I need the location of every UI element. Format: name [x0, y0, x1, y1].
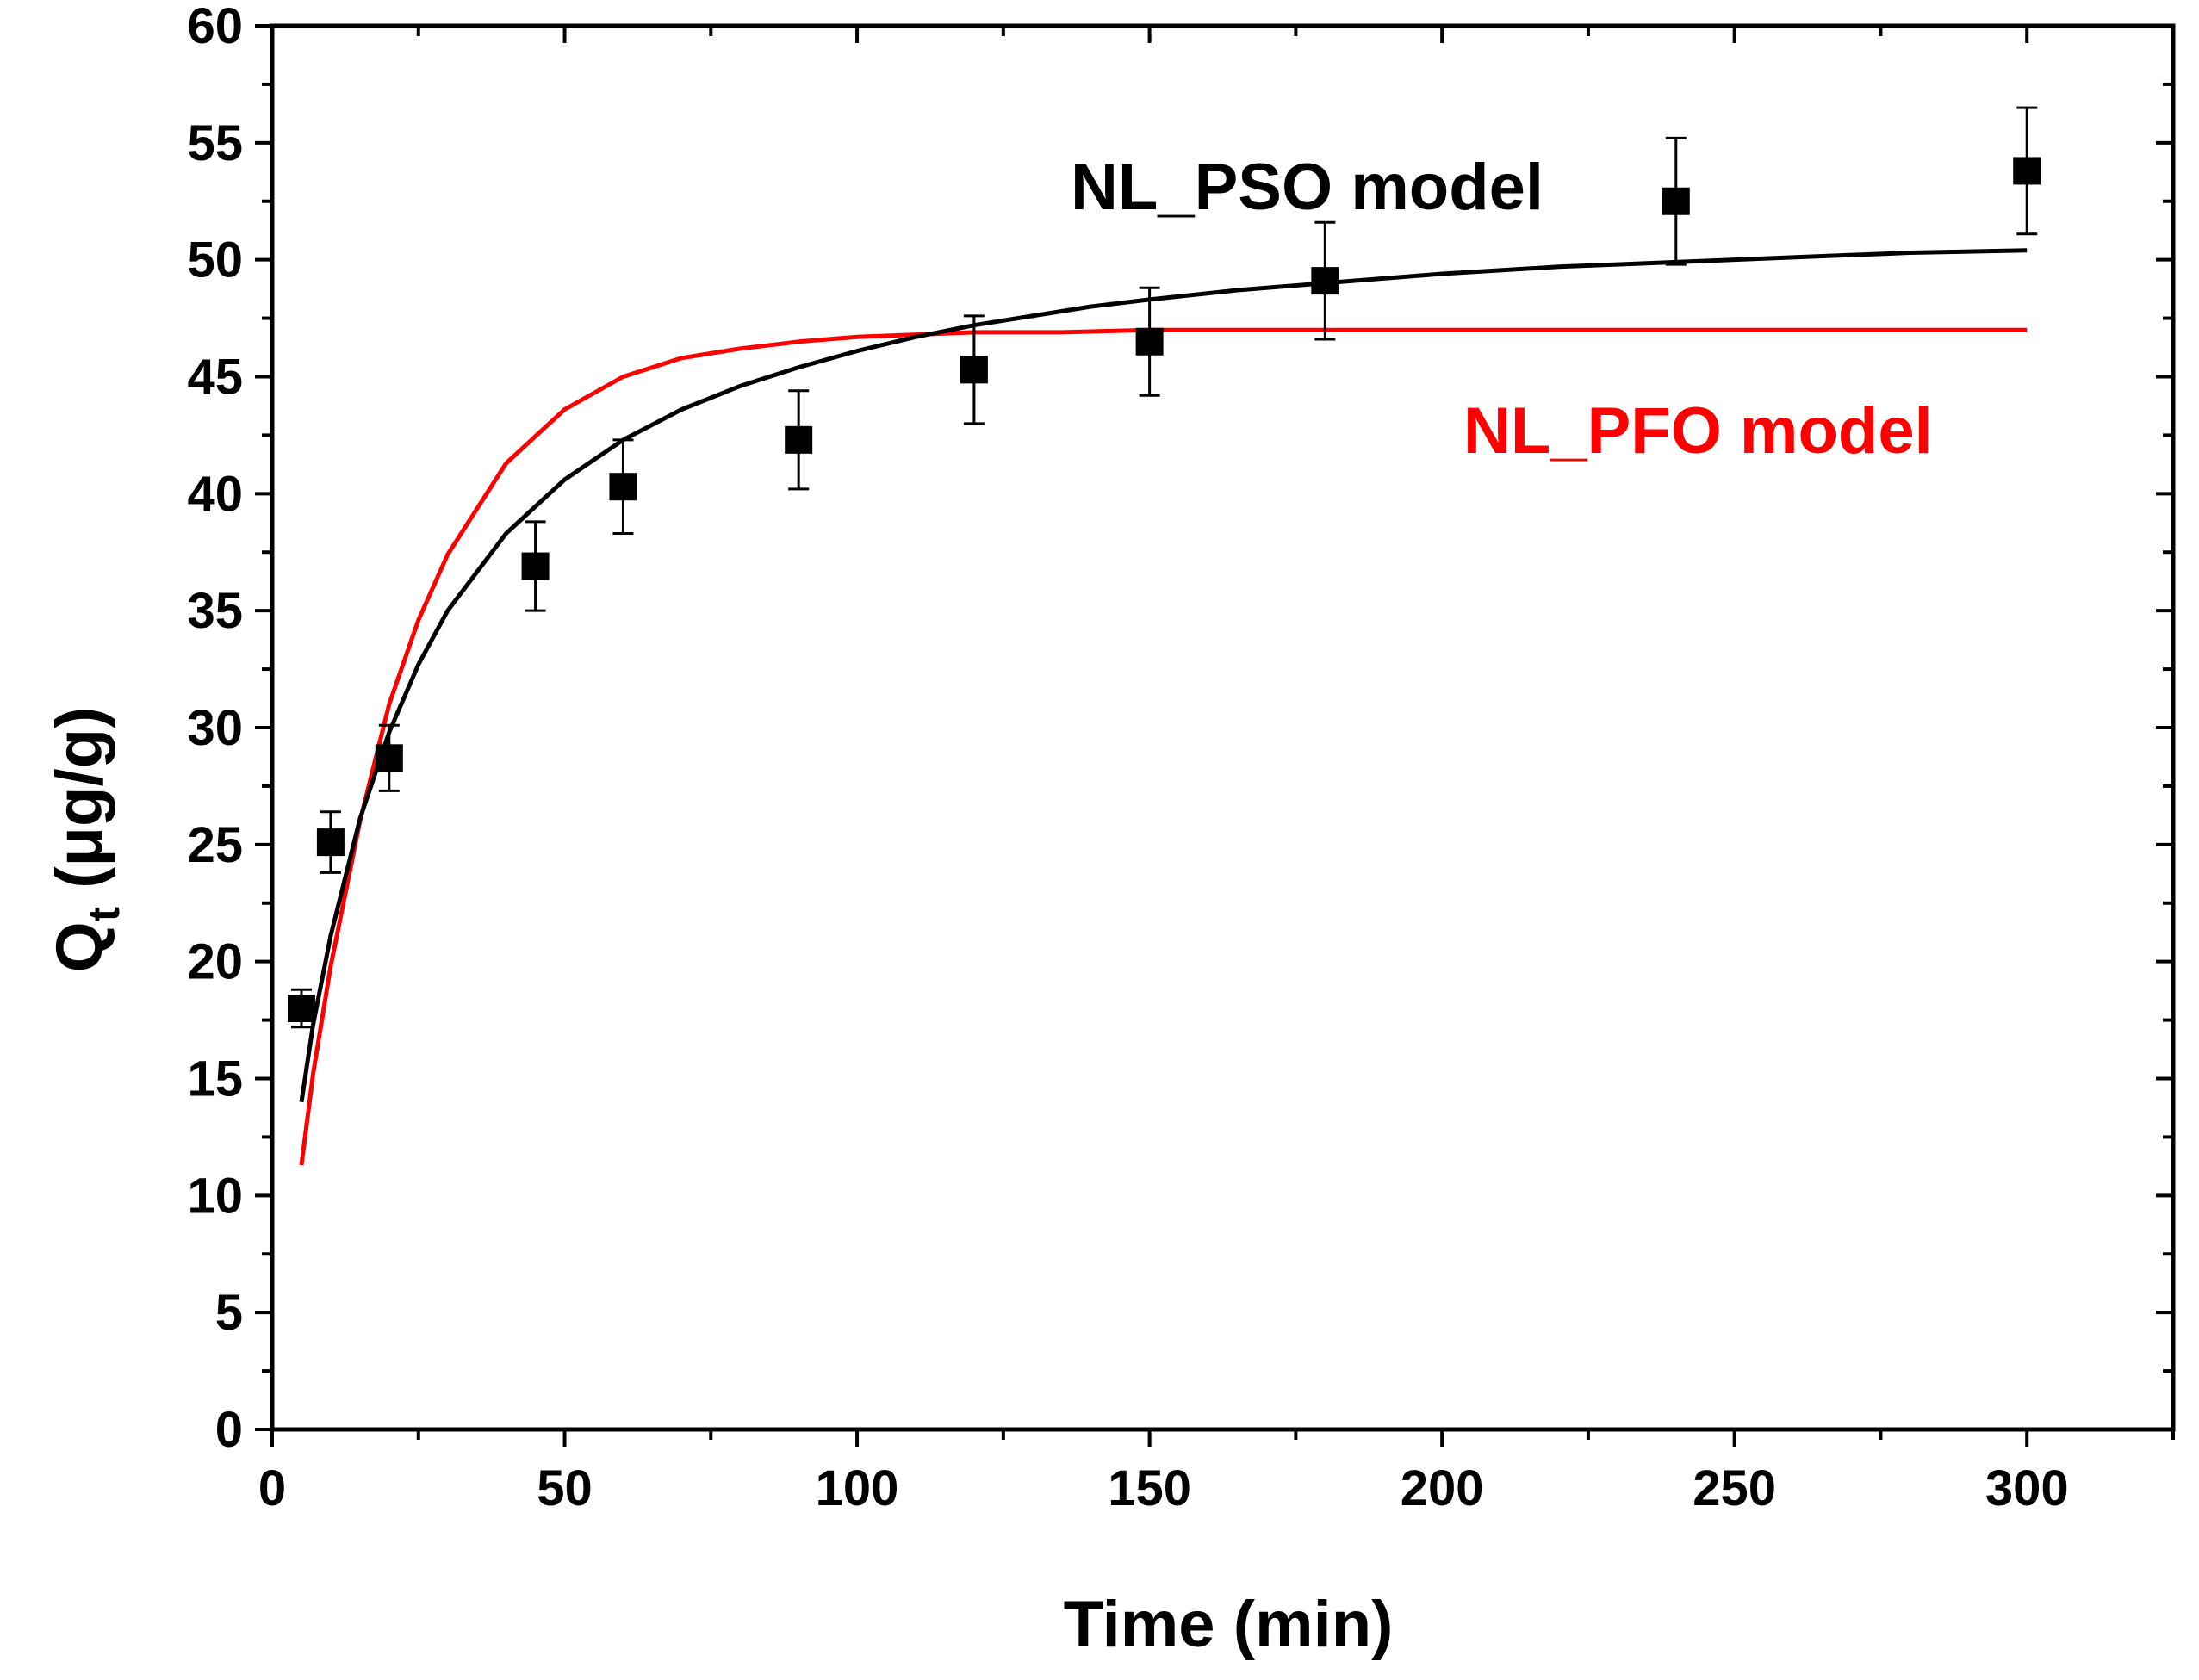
pfo-annotation: NL_PFO model — [1463, 394, 1933, 468]
y-tick-label: 10 — [187, 1168, 243, 1224]
y-tick-label: 5 — [215, 1285, 243, 1341]
pso-curve — [299, 248, 2028, 1103]
square-marker — [287, 995, 315, 1022]
y-tick-label: 60 — [187, 0, 243, 54]
data-point — [521, 520, 550, 612]
axes: 0 50 100 150 200 250 300 0 5 10 15 20 25 30 35 40 45 50 55… — [187, 0, 2176, 1516]
y-tick-label: 45 — [187, 350, 243, 406]
y-tick-label: 25 — [187, 817, 243, 873]
square-marker — [1662, 187, 1690, 215]
data-point — [375, 723, 403, 792]
pso-annotation: NL_PSO model — [1071, 151, 1544, 224]
square-marker — [960, 356, 988, 384]
x-tick-label: 200 — [1401, 1460, 1484, 1516]
data-point — [1311, 220, 1339, 341]
y-tick-label: 30 — [187, 700, 243, 756]
x-tick-label: 100 — [816, 1460, 899, 1516]
data-point — [287, 988, 315, 1029]
data-point — [960, 314, 988, 425]
y-axis-title-main: Q — [43, 921, 116, 972]
experimental-points — [287, 106, 2041, 1029]
square-marker — [2013, 157, 2041, 185]
x-tick-label: 150 — [1108, 1460, 1191, 1516]
x-tick-label: 300 — [1985, 1460, 2069, 1516]
square-marker — [609, 473, 637, 501]
square-marker — [316, 828, 345, 857]
square-marker — [785, 425, 813, 454]
square-marker — [521, 552, 550, 580]
y-tick-label: 15 — [187, 1051, 243, 1107]
y-tick-label: 0 — [215, 1402, 243, 1458]
data-point — [785, 389, 813, 491]
data-point — [1662, 136, 1690, 266]
y-tick-label: 40 — [187, 466, 243, 522]
x-tick-label: 0 — [258, 1460, 286, 1516]
square-marker — [375, 744, 403, 772]
square-marker — [1135, 327, 1164, 356]
data-point — [609, 438, 637, 536]
x-tick-label: 50 — [537, 1460, 593, 1516]
model-curves — [299, 248, 2028, 1166]
pfo-curve — [299, 327, 2028, 1166]
data-point — [316, 810, 345, 874]
x-axis-title: Time (min) — [1064, 1588, 1394, 1661]
data-point — [1135, 286, 1164, 397]
y-axis-title: Qt (μg/g) — [43, 707, 129, 973]
y-tick-label: 55 — [187, 115, 243, 171]
square-marker — [1311, 267, 1339, 295]
data-point — [2013, 106, 2041, 236]
y-tick-label: 35 — [187, 583, 243, 639]
x-tick-label: 250 — [1693, 1460, 1776, 1516]
y-axis-title-subscript: t — [79, 907, 129, 921]
y-axis-title-unit: (μg/g) — [43, 707, 116, 889]
y-tick-label: 20 — [187, 934, 243, 990]
y-tick-label: 50 — [187, 232, 243, 288]
svg-text:Qt (μg/g): Qt (μg/g) — [43, 707, 129, 973]
